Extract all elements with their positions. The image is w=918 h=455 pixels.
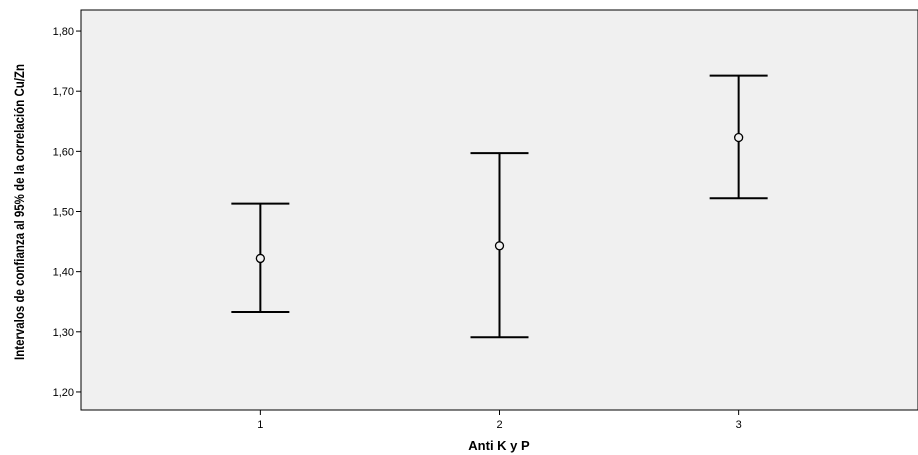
x-tick-label: 1 — [257, 419, 263, 431]
error-bar-3 — [709, 74, 768, 200]
x-axis-title: Anti K y P — [468, 438, 530, 453]
mean-marker — [494, 241, 505, 251]
x-axis-ticks: 1 2 3 — [257, 410, 742, 431]
y-tick-label: 1,40 — [53, 267, 74, 279]
mean-marker — [733, 132, 744, 143]
mean-marker — [255, 253, 266, 264]
y-tick-label: 1,30 — [53, 327, 74, 339]
error-bar-1 — [231, 202, 290, 313]
y-tick-label: 1,20 — [53, 387, 74, 399]
error-bar-2 — [470, 152, 529, 339]
x-tick-label: 2 — [496, 419, 502, 431]
y-tick-label: 1,70 — [53, 86, 74, 98]
x-tick-label: 3 — [736, 419, 742, 431]
y-tick-label: 1,80 — [53, 26, 74, 38]
y-axis-title: Intervalos de confianza al 95% de la cor… — [11, 64, 27, 360]
y-tick-label: 1,50 — [53, 207, 74, 219]
error-bars — [231, 74, 768, 339]
y-axis-ticks: 1,20 1,30 1,40 1,50 1,60 1,70 1,80 — [53, 26, 81, 399]
y-tick-label: 1,60 — [53, 146, 74, 158]
